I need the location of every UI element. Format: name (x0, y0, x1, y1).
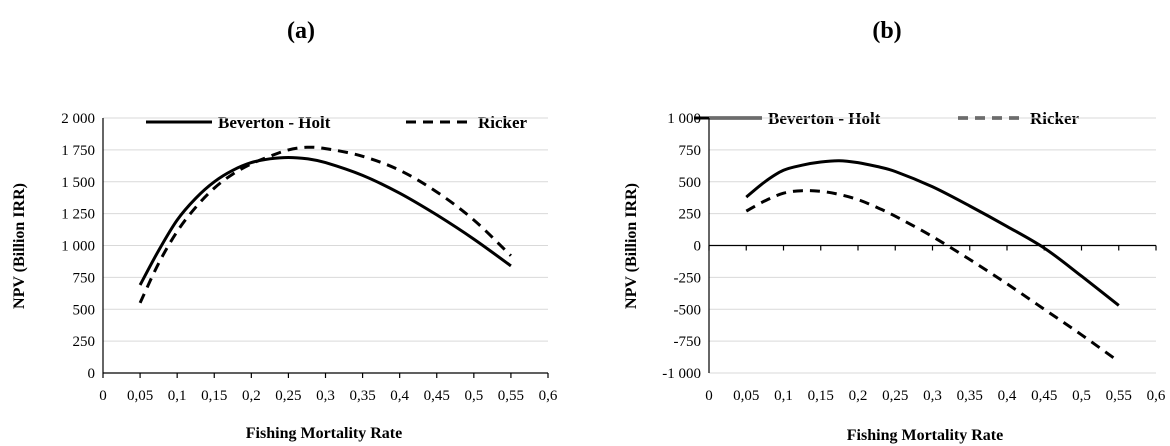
x-axis-title-b: Fishing Mortality Rate (847, 427, 1003, 444)
x-tick-label: 0,6 (539, 388, 558, 404)
x-tick-label: 0,35 (957, 388, 983, 404)
x-tick-label: 0,5 (464, 388, 483, 404)
series-a (138, 145, 512, 304)
y-tick-label: 0 (694, 239, 702, 255)
y-tick-label: 1 750 (61, 143, 95, 159)
y-tick-label: 750 (679, 143, 702, 159)
x-tick-label: 0,2 (849, 388, 868, 404)
x-tick-labels-b: 0 0,05 0,1 0,15 0,2 0,25 0,3 0,35 0,4 0,45 0,5 0,55… (705, 388, 1166, 404)
x-tick-label: 0 (705, 388, 713, 404)
legend-a: Beverton - Holt Ricker (146, 113, 528, 132)
legend-a-label-ricker: Ricker (478, 113, 528, 132)
y-tick-label: 250 (73, 334, 96, 350)
x-tick-label: 0,4 (998, 388, 1017, 404)
y-tick-label: -250 (674, 270, 702, 286)
x-tick-label: 0,05 (127, 388, 153, 404)
y-tick-label: 0 (88, 366, 96, 382)
x-tick-label: 0 (99, 388, 107, 404)
y-tick-labels-b: -1 000 -750 -500 -250 0 250 500 750 1 000 (662, 111, 701, 382)
y-tick-label: -750 (674, 334, 702, 350)
legend-a-label-beverton: Beverton - Holt (218, 113, 331, 132)
x-tick-label: 0,2 (242, 388, 261, 404)
series-b (745, 159, 1120, 363)
x-tick-label: 0,35 (349, 388, 375, 404)
y-tick-label: 500 (73, 302, 96, 318)
x-tick-label: 0,25 (275, 388, 301, 404)
x-tick-label: 0,55 (1106, 388, 1132, 404)
x-tick-label: 0,3 (923, 388, 942, 404)
x-tick-label: 0,05 (733, 388, 759, 404)
panel-b-title: (b) (872, 18, 901, 44)
axes-b (708, 118, 1157, 373)
y-tick-label: 750 (73, 270, 96, 286)
y-tick-labels-a: 0 250 500 750 1 000 1 250 1 500 1 750 2 000 (61, 111, 95, 382)
x-tick-label: 0,1 (168, 388, 187, 404)
series-line-beverton-holt (745, 159, 1120, 307)
y-tick-label: 1 500 (61, 175, 95, 191)
x-tick-label: 0,45 (424, 388, 450, 404)
panel-a-title: (a) (287, 18, 315, 44)
x-tick-labels-a: 0 0,05 0,1 0,15 0,2 0,25 0,3 0,35 0,4 0,45 0,5 0,55… (99, 388, 558, 404)
y-axis-title-b: NPV (Billion IRR) (623, 183, 640, 309)
y-tick-label: 2 000 (61, 111, 95, 127)
x-tick-label: 0,3 (316, 388, 335, 404)
x-axis-title-a: Fishing Mortality Rate (246, 425, 402, 442)
x-tick-label: 0,5 (1072, 388, 1091, 404)
y-tick-label: 1 000 (667, 111, 701, 127)
y-tick-label: 500 (679, 175, 702, 191)
y-axis-title-a: NPV (Billion IRR) (11, 183, 28, 309)
x-tick-label: 0,1 (774, 388, 793, 404)
x-tick-label: 0,25 (882, 388, 908, 404)
y-tick-label: 250 (679, 207, 702, 223)
x-tick-label: 0,45 (1031, 388, 1057, 404)
x-tick-label: 0,4 (390, 388, 409, 404)
x-tick-label: 0,6 (1147, 388, 1166, 404)
y-tick-label: 1 000 (61, 239, 95, 255)
series-line-ricker (138, 145, 512, 304)
axes-a (102, 118, 549, 378)
series-line-ricker (745, 189, 1120, 363)
y-tick-label: -1 000 (662, 366, 701, 382)
x-tick-label: 0,15 (201, 388, 227, 404)
series-line-beverton-holt (138, 155, 512, 286)
y-tick-label: -500 (674, 302, 702, 318)
x-tick-label: 0,55 (498, 388, 524, 404)
x-tick-label: 0,15 (808, 388, 834, 404)
chart-panel-a: (a) Beverton - Holt Ricker 0 250 500 750 1 0… (11, 18, 558, 442)
chart-panel-b: (b) Beverton - Holt Ricker -1 000-750-50… (623, 18, 1166, 444)
y-tick-label: 1 250 (61, 207, 95, 223)
